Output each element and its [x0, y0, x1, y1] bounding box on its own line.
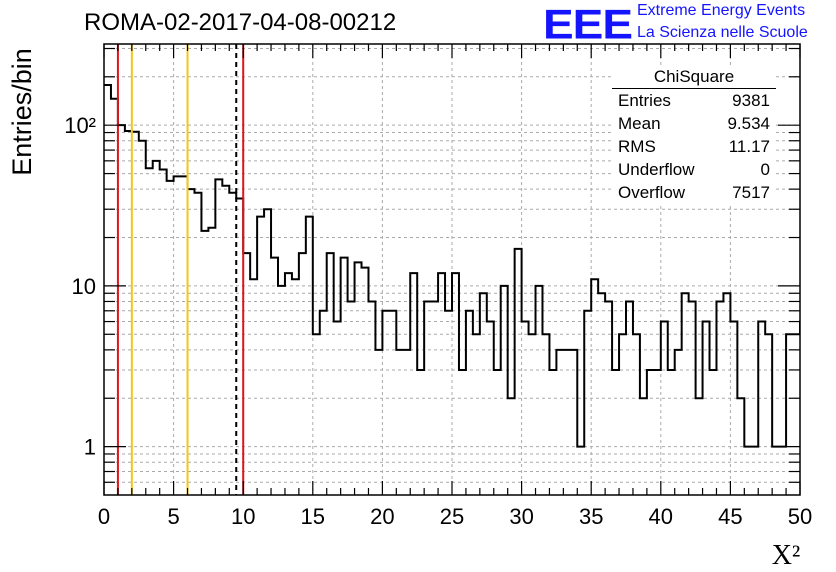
x-tick-label: 20: [370, 504, 394, 529]
x-tick-label: 5: [167, 504, 179, 529]
stats-label: Entries: [618, 91, 671, 110]
logo-subtitle-1: Extreme Energy Events: [637, 2, 806, 19]
stats-label: Mean: [618, 114, 661, 133]
stats-value: 11.17: [728, 137, 770, 156]
logo-subtitle-2: La Scienza nelle Scuole: [637, 24, 808, 41]
x-tick-label: 10: [231, 504, 255, 529]
y-tick-label: 1: [84, 435, 96, 460]
x-tick-label: 40: [649, 504, 673, 529]
histogram-outline: [104, 83, 800, 448]
y-tick-label: 10²: [64, 113, 96, 138]
x-tick-label: 15: [301, 504, 325, 529]
stats-value: 9381: [732, 91, 770, 110]
x-tick-label: 45: [718, 504, 742, 529]
x-axis-label: X²: [772, 540, 801, 571]
stats-row-entries: Entries 9381: [612, 89, 776, 112]
stats-label: Overflow: [618, 183, 686, 202]
stats-title: ChiSquare: [612, 66, 776, 89]
marker-lines: [116, 44, 245, 495]
stats-box: ChiSquare Entries 9381 Mean 9.534 RMS 11…: [612, 66, 776, 204]
axes: [103, 43, 801, 496]
y-axis-label: Entries/bin: [7, 48, 37, 176]
stats-row-mean: Mean 9.534: [612, 112, 776, 135]
y-tick-label: 10: [72, 274, 96, 299]
x-tick-label: 25: [440, 504, 464, 529]
stats-label: RMS: [618, 137, 656, 156]
stats-value: 9.534: [727, 114, 770, 133]
x-tick-label: 35: [579, 504, 603, 529]
stats-row-overflow: Overflow 7517: [612, 181, 776, 204]
x-tick-label: 0: [98, 504, 110, 529]
stats-row-rms: RMS 11.17: [612, 135, 776, 158]
tick-labels: 0 5 10 15 20 25 30 35 40 45 50 1 10 10²: [64, 113, 812, 529]
x-tick-label: 30: [509, 504, 533, 529]
run-title: ROMA-02-2017-04-08-00212: [84, 9, 397, 36]
stats-label: Underflow: [618, 160, 695, 179]
eee-logo: EEE: [543, 0, 633, 48]
stats-row-underflow: Underflow 0: [612, 158, 776, 181]
stats-value: 7517: [732, 183, 770, 202]
histogram-bars: [104, 83, 800, 448]
x-tick-label: 50: [788, 504, 812, 529]
stats-value: 0: [760, 160, 770, 179]
